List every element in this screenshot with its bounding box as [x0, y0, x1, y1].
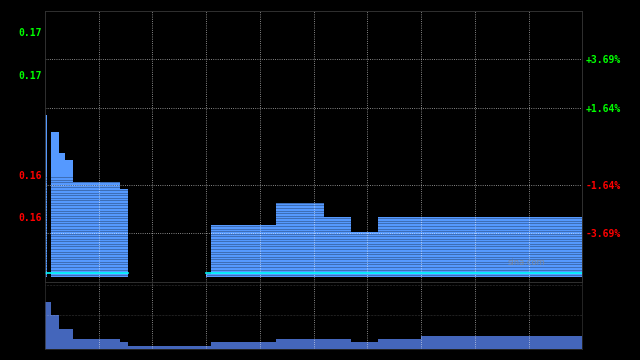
Bar: [421, 336, 475, 349]
Bar: [324, 217, 351, 277]
Bar: [120, 189, 128, 277]
Bar: [59, 153, 65, 277]
Bar: [211, 225, 276, 277]
Bar: [475, 336, 582, 349]
Bar: [128, 346, 206, 349]
Text: sina.com: sina.com: [507, 258, 545, 267]
Bar: [351, 231, 378, 277]
Bar: [51, 132, 59, 277]
Bar: [73, 339, 120, 349]
Bar: [47, 115, 51, 277]
Bar: [276, 203, 324, 277]
Bar: [45, 115, 47, 277]
Bar: [378, 217, 421, 277]
Bar: [120, 342, 128, 349]
Bar: [65, 329, 73, 349]
Bar: [65, 161, 73, 277]
Bar: [206, 274, 211, 277]
Bar: [475, 217, 582, 277]
Bar: [276, 339, 324, 349]
Bar: [421, 217, 475, 277]
Bar: [59, 329, 65, 349]
Bar: [324, 339, 351, 349]
Bar: [351, 342, 378, 349]
Bar: [45, 302, 51, 349]
Bar: [73, 182, 120, 277]
Bar: [211, 342, 276, 349]
Bar: [378, 339, 421, 349]
Bar: [206, 346, 211, 349]
Bar: [51, 315, 59, 349]
